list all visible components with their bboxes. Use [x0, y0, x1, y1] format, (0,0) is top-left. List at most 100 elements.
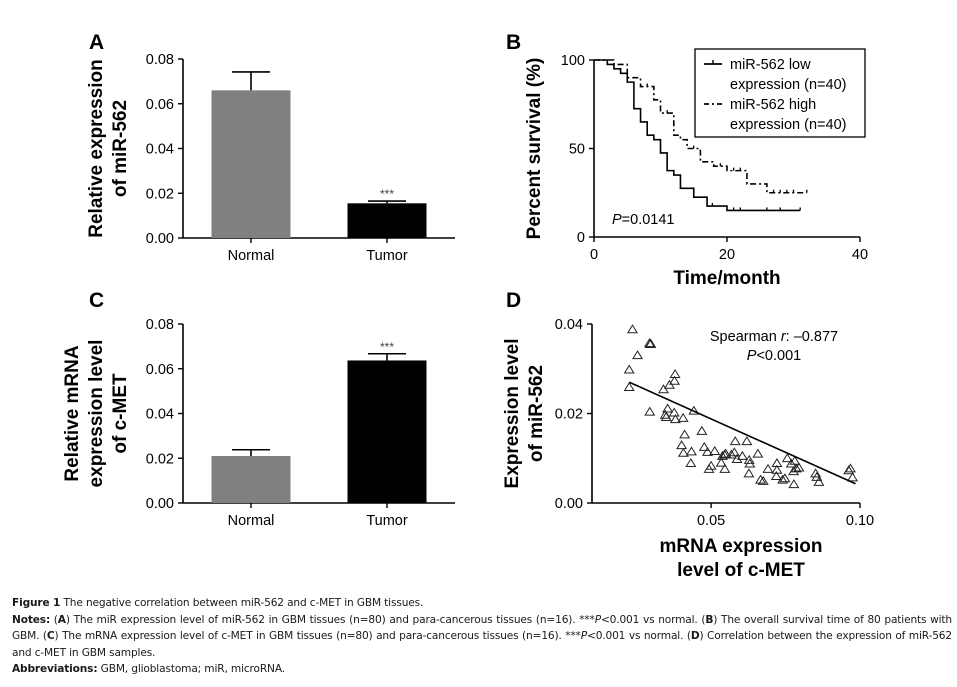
caption-notes-part: ( — [50, 613, 58, 626]
scatter-point — [716, 450, 728, 460]
caption-notes-part: ) The mRNA expression level of c-MET in … — [54, 630, 581, 643]
caption-notes-body: (A) The miR expression level of miR-562 … — [12, 614, 952, 659]
caption-notes-part: ) The miR expression level of miR-562 in… — [65, 613, 595, 626]
scatter-point — [669, 414, 681, 424]
caption-notes-part: P — [594, 613, 601, 626]
significance-stars: *** — [380, 187, 394, 201]
y-tick-label: 0.00 — [146, 231, 174, 247]
scatter-point — [785, 458, 797, 468]
bar-normal — [211, 90, 291, 238]
x-tick-label: Tumor — [366, 248, 408, 264]
y-tick-label: 0.00 — [555, 496, 583, 512]
scatter-point — [685, 458, 697, 468]
y-tick-label: 0.06 — [146, 97, 174, 113]
scatter-point — [844, 463, 856, 473]
caption-notes-part: A — [57, 613, 66, 626]
spearman-italic: r — [781, 329, 787, 345]
scatter-point — [623, 364, 635, 374]
scatter-point — [789, 455, 801, 465]
y-axis-label: of miR-562 — [526, 365, 547, 462]
scatter-point — [677, 412, 689, 422]
legend-label: expression (n=40) — [730, 117, 846, 133]
scatter-point — [696, 425, 708, 435]
scatter-point — [679, 429, 691, 439]
legend-label: miR-562 high — [730, 97, 816, 113]
panel-label-b: B — [506, 31, 522, 54]
scatter-point — [743, 468, 755, 478]
scatter-point — [762, 463, 774, 473]
panel-label-c: C — [89, 289, 105, 312]
x-tick-label: 0 — [590, 247, 598, 263]
x-axis-label: level of c-MET — [677, 560, 805, 581]
caption-notes-part: P — [580, 630, 587, 643]
scatter-point — [731, 453, 743, 464]
y-tick-label: 0.04 — [555, 317, 583, 333]
legend-label: expression (n=40) — [730, 77, 846, 93]
scatter-point — [676, 440, 688, 450]
legend-box — [694, 48, 866, 138]
bar-tumor — [347, 360, 427, 503]
spearman-annotation: Spearman r: –0.877 — [710, 329, 838, 345]
scatter-point — [813, 476, 825, 486]
caption-abbreviations: Abbreviations: GBM, glioblastoma; miR, m… — [12, 661, 952, 678]
scatter-point — [720, 448, 732, 458]
scatter-point — [677, 447, 689, 457]
bar-tumor — [347, 203, 427, 238]
scatter-point — [810, 468, 822, 478]
spearman-suffix: : –0.877 — [786, 329, 838, 345]
correlation-p-annotation: P<0.001 — [747, 348, 801, 364]
y-tick-label: 0.06 — [146, 362, 174, 378]
scatter-point — [685, 446, 697, 456]
caption-notes-label: Notes: — [12, 613, 51, 626]
scatter-point — [793, 462, 805, 472]
y-axis-label: of miR-562 — [110, 100, 131, 197]
scatter-point — [668, 407, 680, 417]
caption-notes-part: ) The overall survival time of 80 patien… — [12, 613, 952, 643]
y-tick-label: 0.04 — [146, 407, 174, 423]
y-axis-label: expression level — [86, 340, 107, 488]
scatter-point — [843, 465, 855, 475]
panel-label-d: D — [506, 289, 522, 312]
p-italic: P — [612, 212, 622, 228]
panel-label-a: A — [89, 31, 105, 54]
correlation-p-italic: P — [747, 348, 757, 364]
scatter-point — [644, 406, 656, 416]
scatter-point — [788, 479, 800, 489]
scatter-point — [657, 384, 669, 394]
y-tick-label: 0.02 — [555, 407, 583, 423]
caption-notes-part: <0.001 vs normal. ( — [600, 613, 706, 626]
y-tick-label: 0.08 — [146, 317, 174, 333]
y-axis-label: of c-MET — [110, 373, 131, 454]
scatter-point — [847, 472, 859, 482]
p-value-text: =0.0141 — [622, 212, 675, 228]
scatter-point — [743, 454, 755, 464]
scatter-point — [728, 447, 740, 457]
legend-label: miR-562 low — [730, 57, 811, 73]
x-tick-label: 40 — [852, 247, 868, 263]
figure-caption: Figure 1 The negative correlation betwee… — [12, 595, 952, 678]
p-value-annotation: P=0.0141 — [612, 212, 675, 228]
caption-notes-part: <0.001 vs normal. ( — [586, 630, 691, 643]
caption-notes: Notes: (A) The miR expression level of m… — [12, 612, 952, 662]
scatter-point — [752, 448, 764, 458]
scatter-point — [736, 450, 748, 460]
x-tick-label: Normal — [228, 513, 275, 529]
scatter-point — [741, 436, 753, 446]
caption-notes-part: B — [705, 613, 714, 626]
y-axis-label: Relative expression — [86, 59, 107, 237]
x-tick-label: Tumor — [366, 513, 408, 529]
scatter-point — [755, 474, 767, 484]
caption-title-line: Figure 1 The negative correlation betwee… — [12, 595, 952, 612]
scatter-point — [757, 475, 769, 485]
x-tick-label: Normal — [228, 248, 275, 264]
caption-abbrev-label: Abbreviations: — [12, 663, 98, 676]
caption-abbrev-text: GBM, glioblastoma; miR, microRNA. — [97, 663, 285, 676]
x-axis-label: Time/month — [673, 268, 780, 289]
scatter-point — [718, 449, 731, 459]
scatter-point — [644, 338, 656, 348]
x-axis-label: mRNA expression — [660, 536, 823, 557]
scatter-point — [669, 368, 681, 378]
caption-notes-part: C — [46, 630, 55, 643]
scatter-point — [698, 441, 710, 451]
scatter-point — [777, 474, 789, 484]
